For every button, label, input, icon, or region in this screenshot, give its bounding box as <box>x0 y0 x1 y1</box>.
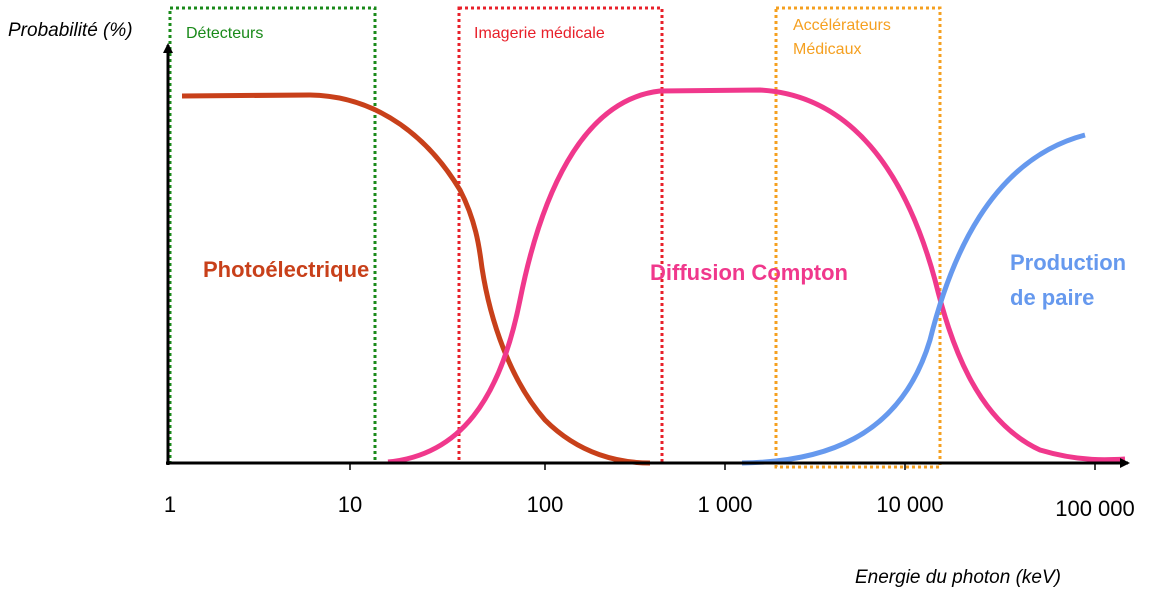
zone-box <box>457 6 664 465</box>
x-tick-label: 10 <box>338 492 362 517</box>
photoelectric-curve <box>181 92 651 466</box>
x-tick-label: 100 000 <box>1055 496 1135 521</box>
zone-label: Détecteurs <box>186 25 263 42</box>
curve-label: Production <box>1010 250 1126 275</box>
curve-label: Diffusion Compton <box>650 260 848 285</box>
pair-curve <box>741 132 1086 466</box>
compton-curve <box>387 87 1126 465</box>
zone-box <box>774 6 942 469</box>
x-tick-label: 10 000 <box>876 492 943 517</box>
x-tick-label: 100 <box>527 492 564 517</box>
zone-label: Imagerie médicale <box>474 25 605 42</box>
y-axis-label: Probabilité (%) <box>8 20 133 41</box>
zone-label: Accélérateurs <box>793 17 891 34</box>
x-tick-label: 1 <box>164 492 176 517</box>
curve-label: Photoélectrique <box>203 257 369 282</box>
zone-label: Médicaux <box>793 41 861 58</box>
curve-label: de paire <box>1010 285 1094 310</box>
zone-box <box>168 6 377 465</box>
x-tick-label: 1 000 <box>697 492 752 517</box>
x-axis-label: Energie du photon (keV) <box>855 567 1061 588</box>
